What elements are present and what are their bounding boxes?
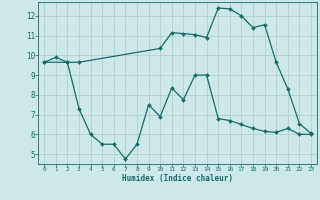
X-axis label: Humidex (Indice chaleur): Humidex (Indice chaleur) xyxy=(122,174,233,183)
